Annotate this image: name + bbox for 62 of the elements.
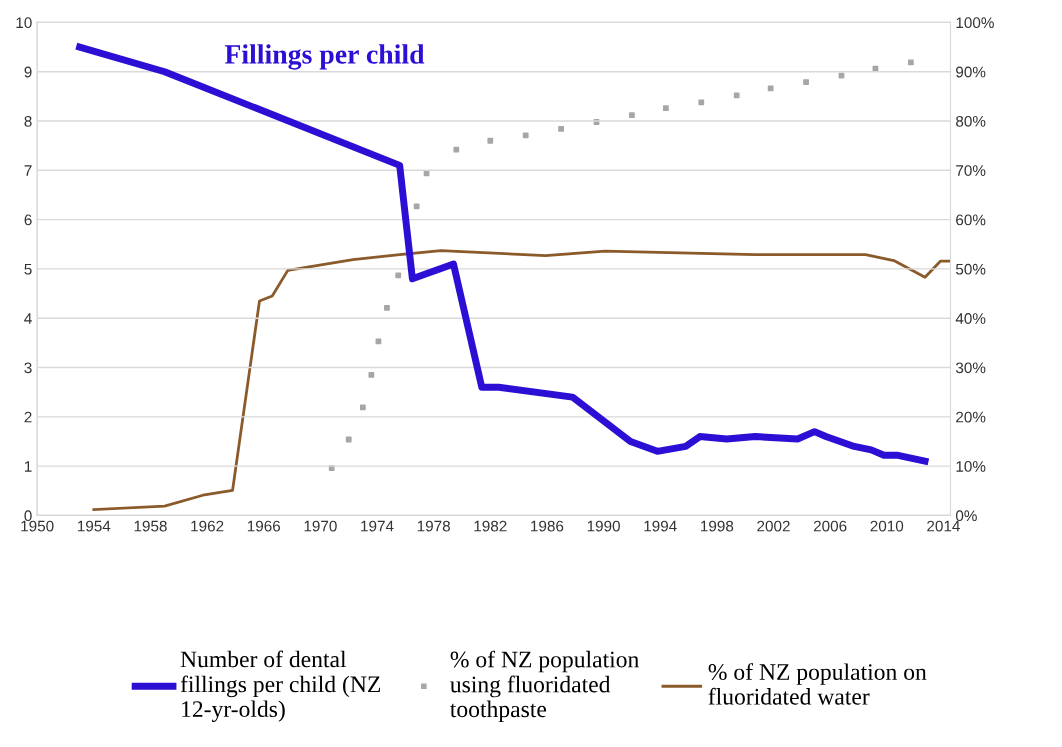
x-tick-label: 1994 [644, 520, 677, 532]
y2-tick-label: 20% [956, 411, 986, 423]
point [733, 92, 740, 99]
y-tick-label: 7 [24, 165, 32, 176]
y-tick-label: 5 [24, 263, 32, 275]
y2-tick-label: 60% [956, 214, 986, 226]
point [453, 146, 460, 153]
x-tick-label: 1978 [417, 520, 450, 532]
x-tick-label: 2010 [870, 520, 904, 532]
y2-tick-label: 70% [956, 165, 986, 176]
y-tick-label: 3 [24, 362, 32, 374]
y2-tick-label: 100% [956, 17, 994, 29]
y2-tick-label: 40% [955, 313, 986, 324]
y-tick-label: 0 [24, 510, 32, 522]
y2-tick-label: 0% [955, 510, 977, 522]
y2-tick-label: 80% [956, 115, 986, 127]
point [359, 404, 366, 411]
legend-label: % of NZ population using fluoridated toothpaste [450, 650, 639, 723]
x-tick-label: 2006 [813, 520, 847, 532]
x-tick-label: 1950 [21, 520, 54, 532]
line-series [92, 249, 951, 511]
x-tick-label: 1990 [587, 520, 620, 532]
x-tick-label: 1966 [247, 520, 281, 532]
y2-tick-label: 50% [955, 263, 986, 275]
x-tick-label: 1962 [191, 520, 224, 532]
y-tick-label: 9 [24, 66, 32, 78]
point [767, 85, 774, 92]
x-tick-label: 1958 [134, 520, 167, 532]
x-tick-label: 2014 [927, 520, 960, 532]
y-tick-label: 4 [24, 313, 32, 324]
y2-tick-label: 30% [955, 362, 986, 374]
point [368, 372, 375, 378]
annotation: Fillings per child [224, 44, 425, 70]
x-tick-label: 1982 [474, 520, 507, 532]
point [522, 132, 529, 139]
x-tick-label: 1954 [77, 520, 111, 532]
x-tick-label: 1970 [304, 520, 337, 532]
point [838, 72, 845, 79]
x-tick-label: 1986 [531, 520, 564, 532]
point [413, 203, 420, 210]
legend-label: % of NZ population on fluoridated water [708, 663, 927, 705]
point [558, 126, 564, 132]
y-tick-label: 1 [24, 461, 32, 472]
y-tick-label: 8 [24, 115, 32, 127]
point [487, 137, 494, 144]
point [345, 436, 352, 443]
y2-tick-label: 90% [956, 66, 986, 78]
y-tick-label: 10 [16, 17, 32, 29]
point [698, 99, 705, 106]
point [384, 304, 390, 311]
point [907, 59, 914, 66]
point [662, 105, 669, 112]
point [395, 272, 402, 279]
y2-tick-label: 10% [956, 461, 986, 472]
y-tick-label: 6 [24, 214, 32, 226]
legend-label: Number of dental fillings per child (NZ 12-yr-olds) [180, 650, 381, 722]
point [628, 112, 635, 118]
point [803, 79, 809, 85]
x-tick-label: 2002 [757, 520, 790, 532]
y-tick-label: 2 [24, 411, 32, 423]
x-tick-label: 1998 [701, 520, 734, 532]
x-tick-label: 1974 [361, 520, 394, 532]
